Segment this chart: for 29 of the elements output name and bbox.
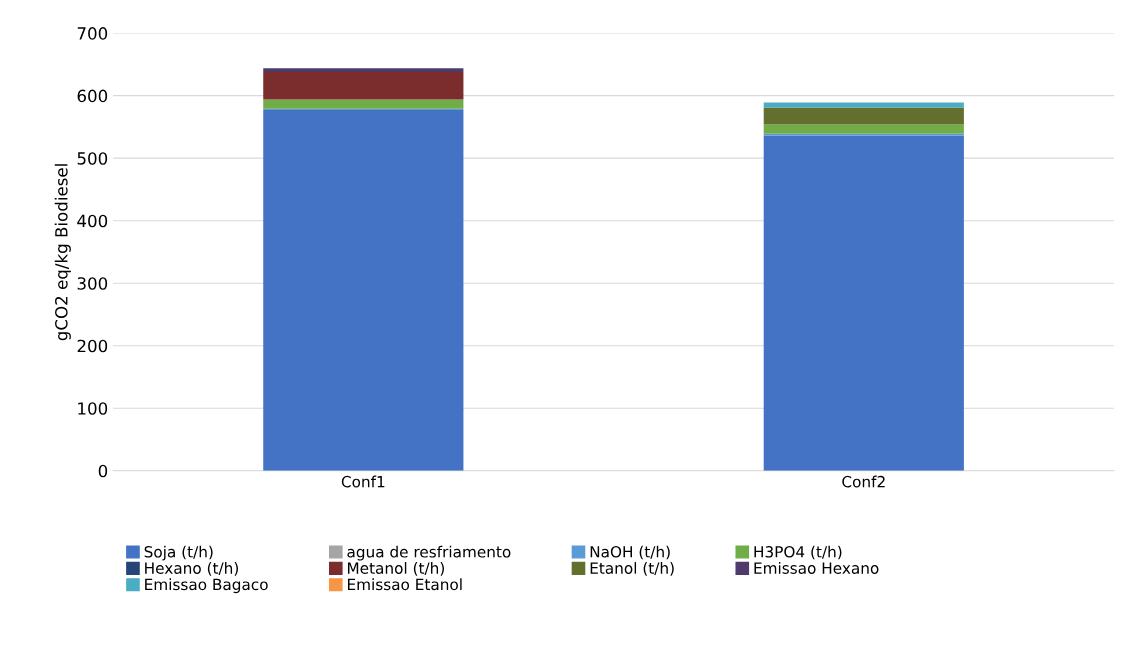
legend-label: Soja (t/h) [144,545,213,561]
y-tick-label: 400 [77,214,108,228]
bar [763,102,964,108]
y-tick-label: 700 [77,27,108,40]
bar [263,110,464,471]
legend-label: Metanol (t/h) [347,562,444,576]
bar [263,68,464,72]
legend-label: Emissao Bagaco [145,578,268,594]
legend-label: agua de resfriamento [347,545,511,561]
y-tick-label: 600 [77,89,108,103]
bar [263,99,464,109]
bar [763,107,964,125]
legend-label: Etanol (t/h) [590,562,674,576]
y-tick-label: 300 [77,277,108,290]
y-tick-label: 0 [98,464,108,478]
legend-label: NaOH (t/h) [590,545,670,560]
bar [263,71,464,100]
bar [763,135,964,471]
y-tick-label: 500 [77,152,108,165]
legend-label: Hexano (t/h) [145,562,238,576]
y-axis-title: gCO2 eq/kg Biodiesel [54,164,71,341]
bar [763,124,964,134]
legend-label: Emissao Hexano [754,562,879,574]
x-tick-label: Conf2 [842,475,885,488]
y-tick-label: 200 [77,339,108,353]
x-tick-label: Conf1 [341,475,385,488]
legend-label: Emissao Etanol [347,578,462,591]
y-tick-label: 100 [78,402,108,415]
legend-label: H3PO4 (t/h) [754,545,842,560]
